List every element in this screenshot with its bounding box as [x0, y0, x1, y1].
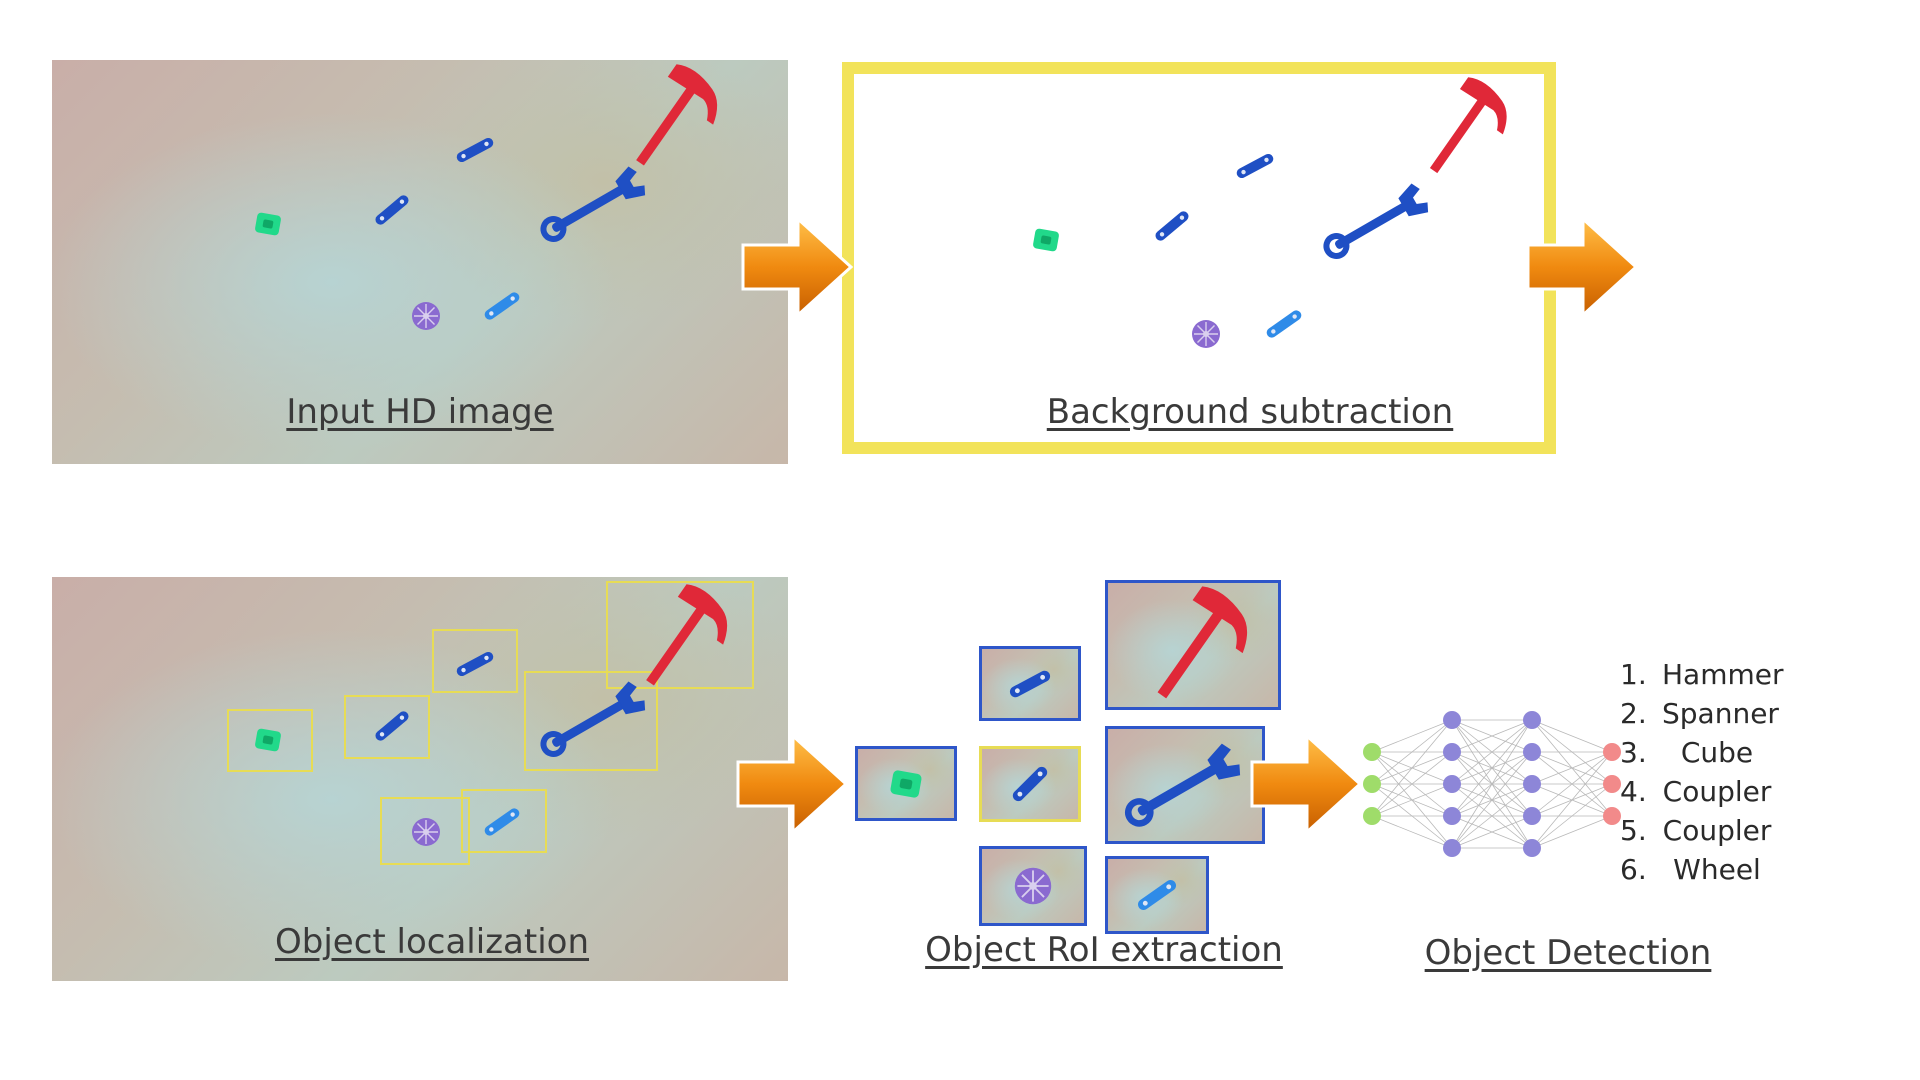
cube-icon [1032, 228, 1060, 252]
result-item: 6. Wheel [1620, 853, 1761, 886]
coupler-icon [1010, 764, 1050, 804]
result-item: 1. Hammer [1620, 658, 1784, 691]
caption-object-detection: Object Detection [1424, 933, 1712, 973]
coupler-icon [373, 193, 411, 227]
localization-panel [52, 577, 788, 981]
coupler-icon [454, 136, 496, 164]
cube-icon [254, 212, 282, 236]
coupler-icon [454, 650, 496, 678]
bbox-coupler-mid [344, 695, 430, 759]
coupler-icon [1135, 877, 1179, 913]
spanner-icon [1121, 742, 1243, 833]
neural-network-edges [1371, 719, 1613, 849]
coupler-icon [482, 290, 522, 322]
wheel-icon [411, 301, 441, 331]
bbox-spanner [524, 671, 658, 771]
nn-edge [1451, 783, 1533, 849]
nn-edge [1451, 719, 1533, 849]
nn-edge [1451, 815, 1533, 849]
nn-edge [1531, 783, 1613, 849]
nn-node [1363, 775, 1381, 793]
caption-input-image: Input HD image [286, 392, 554, 432]
cube-icon [889, 769, 923, 799]
nn-edge [1371, 751, 1453, 817]
hammer-icon [628, 580, 743, 705]
spanner-icon [537, 680, 648, 763]
nn-node [1363, 743, 1381, 761]
nn-edge [1451, 719, 1533, 817]
arrow-right-icon [736, 734, 848, 834]
spanner-icon [1320, 182, 1431, 265]
arrow-right-icon [1526, 217, 1638, 317]
hammer-icon [1137, 582, 1264, 720]
result-item: 5. Coupler [1620, 814, 1772, 847]
hammer-icon [618, 60, 733, 185]
background-subtraction-panel [842, 62, 1556, 454]
nn-node [1523, 775, 1541, 793]
nn-edge [1451, 751, 1533, 849]
spanner-icon [537, 165, 648, 248]
nn-edge [1451, 719, 1533, 785]
hammer-icon [1412, 73, 1521, 192]
nn-node [1443, 775, 1461, 793]
nn-node [1603, 743, 1621, 761]
coupler-icon [482, 806, 522, 838]
nn-edge [1371, 719, 1453, 753]
nn-node [1443, 807, 1461, 825]
result-item: 2. Spanner [1620, 697, 1779, 730]
coupler-icon [1153, 209, 1191, 243]
arrow-right-icon [741, 217, 853, 317]
nn-edge [1531, 751, 1613, 817]
nn-node [1603, 775, 1621, 793]
nn-edge [1371, 719, 1453, 817]
nn-node [1363, 807, 1381, 825]
nn-node [1523, 807, 1541, 825]
coupler-icon [373, 709, 411, 743]
cube-icon [254, 728, 282, 752]
input-objects [254, 60, 733, 331]
bbox-hammer [606, 581, 754, 689]
bbox-coupler-top [432, 629, 518, 693]
wheel-icon [411, 817, 441, 847]
nn-node [1523, 711, 1541, 729]
localization-objects [254, 580, 743, 847]
bbox-coupler-light [461, 789, 547, 853]
nn-node [1443, 839, 1461, 857]
wheel-icon [1013, 866, 1053, 906]
coupler-icon [1007, 668, 1053, 700]
wheel-icon [1191, 319, 1221, 349]
nn-edge [1451, 719, 1533, 753]
coupler-icon [1264, 308, 1304, 340]
nn-node [1443, 743, 1461, 761]
nn-edge [1531, 719, 1613, 753]
result-item: 4. Coupler [1620, 775, 1772, 808]
caption-background-subtraction: Background subtraction [1046, 392, 1454, 432]
nn-edge [1371, 815, 1453, 849]
caption-object-localization: Object localization [274, 922, 590, 962]
nn-edge [1531, 751, 1613, 849]
nn-node [1443, 711, 1461, 729]
nn-edge [1531, 815, 1613, 849]
caption-roi-extraction: Object RoI extraction [925, 930, 1283, 970]
nn-edge [1371, 783, 1453, 817]
bbox-cube [227, 709, 313, 772]
nn-node [1523, 839, 1541, 857]
nn-edge [1531, 751, 1613, 785]
neural-network-nodes [1363, 711, 1621, 857]
roi-coupler-mid [979, 746, 1081, 822]
coupler-icon [1234, 152, 1276, 180]
detection-results-list: 1. Hammer 2. Spanner 3. Cube 4. Coupler 5. Co… [1620, 655, 1784, 889]
result-item: 3. Cube [1620, 736, 1754, 769]
bbox-wheel [380, 797, 470, 865]
nn-edge [1371, 719, 1453, 785]
nn-node [1603, 807, 1621, 825]
nn-node [1523, 743, 1541, 761]
arrow-right-icon [1250, 734, 1362, 834]
roi-objects [889, 582, 1264, 913]
bg-objects [1032, 73, 1521, 349]
